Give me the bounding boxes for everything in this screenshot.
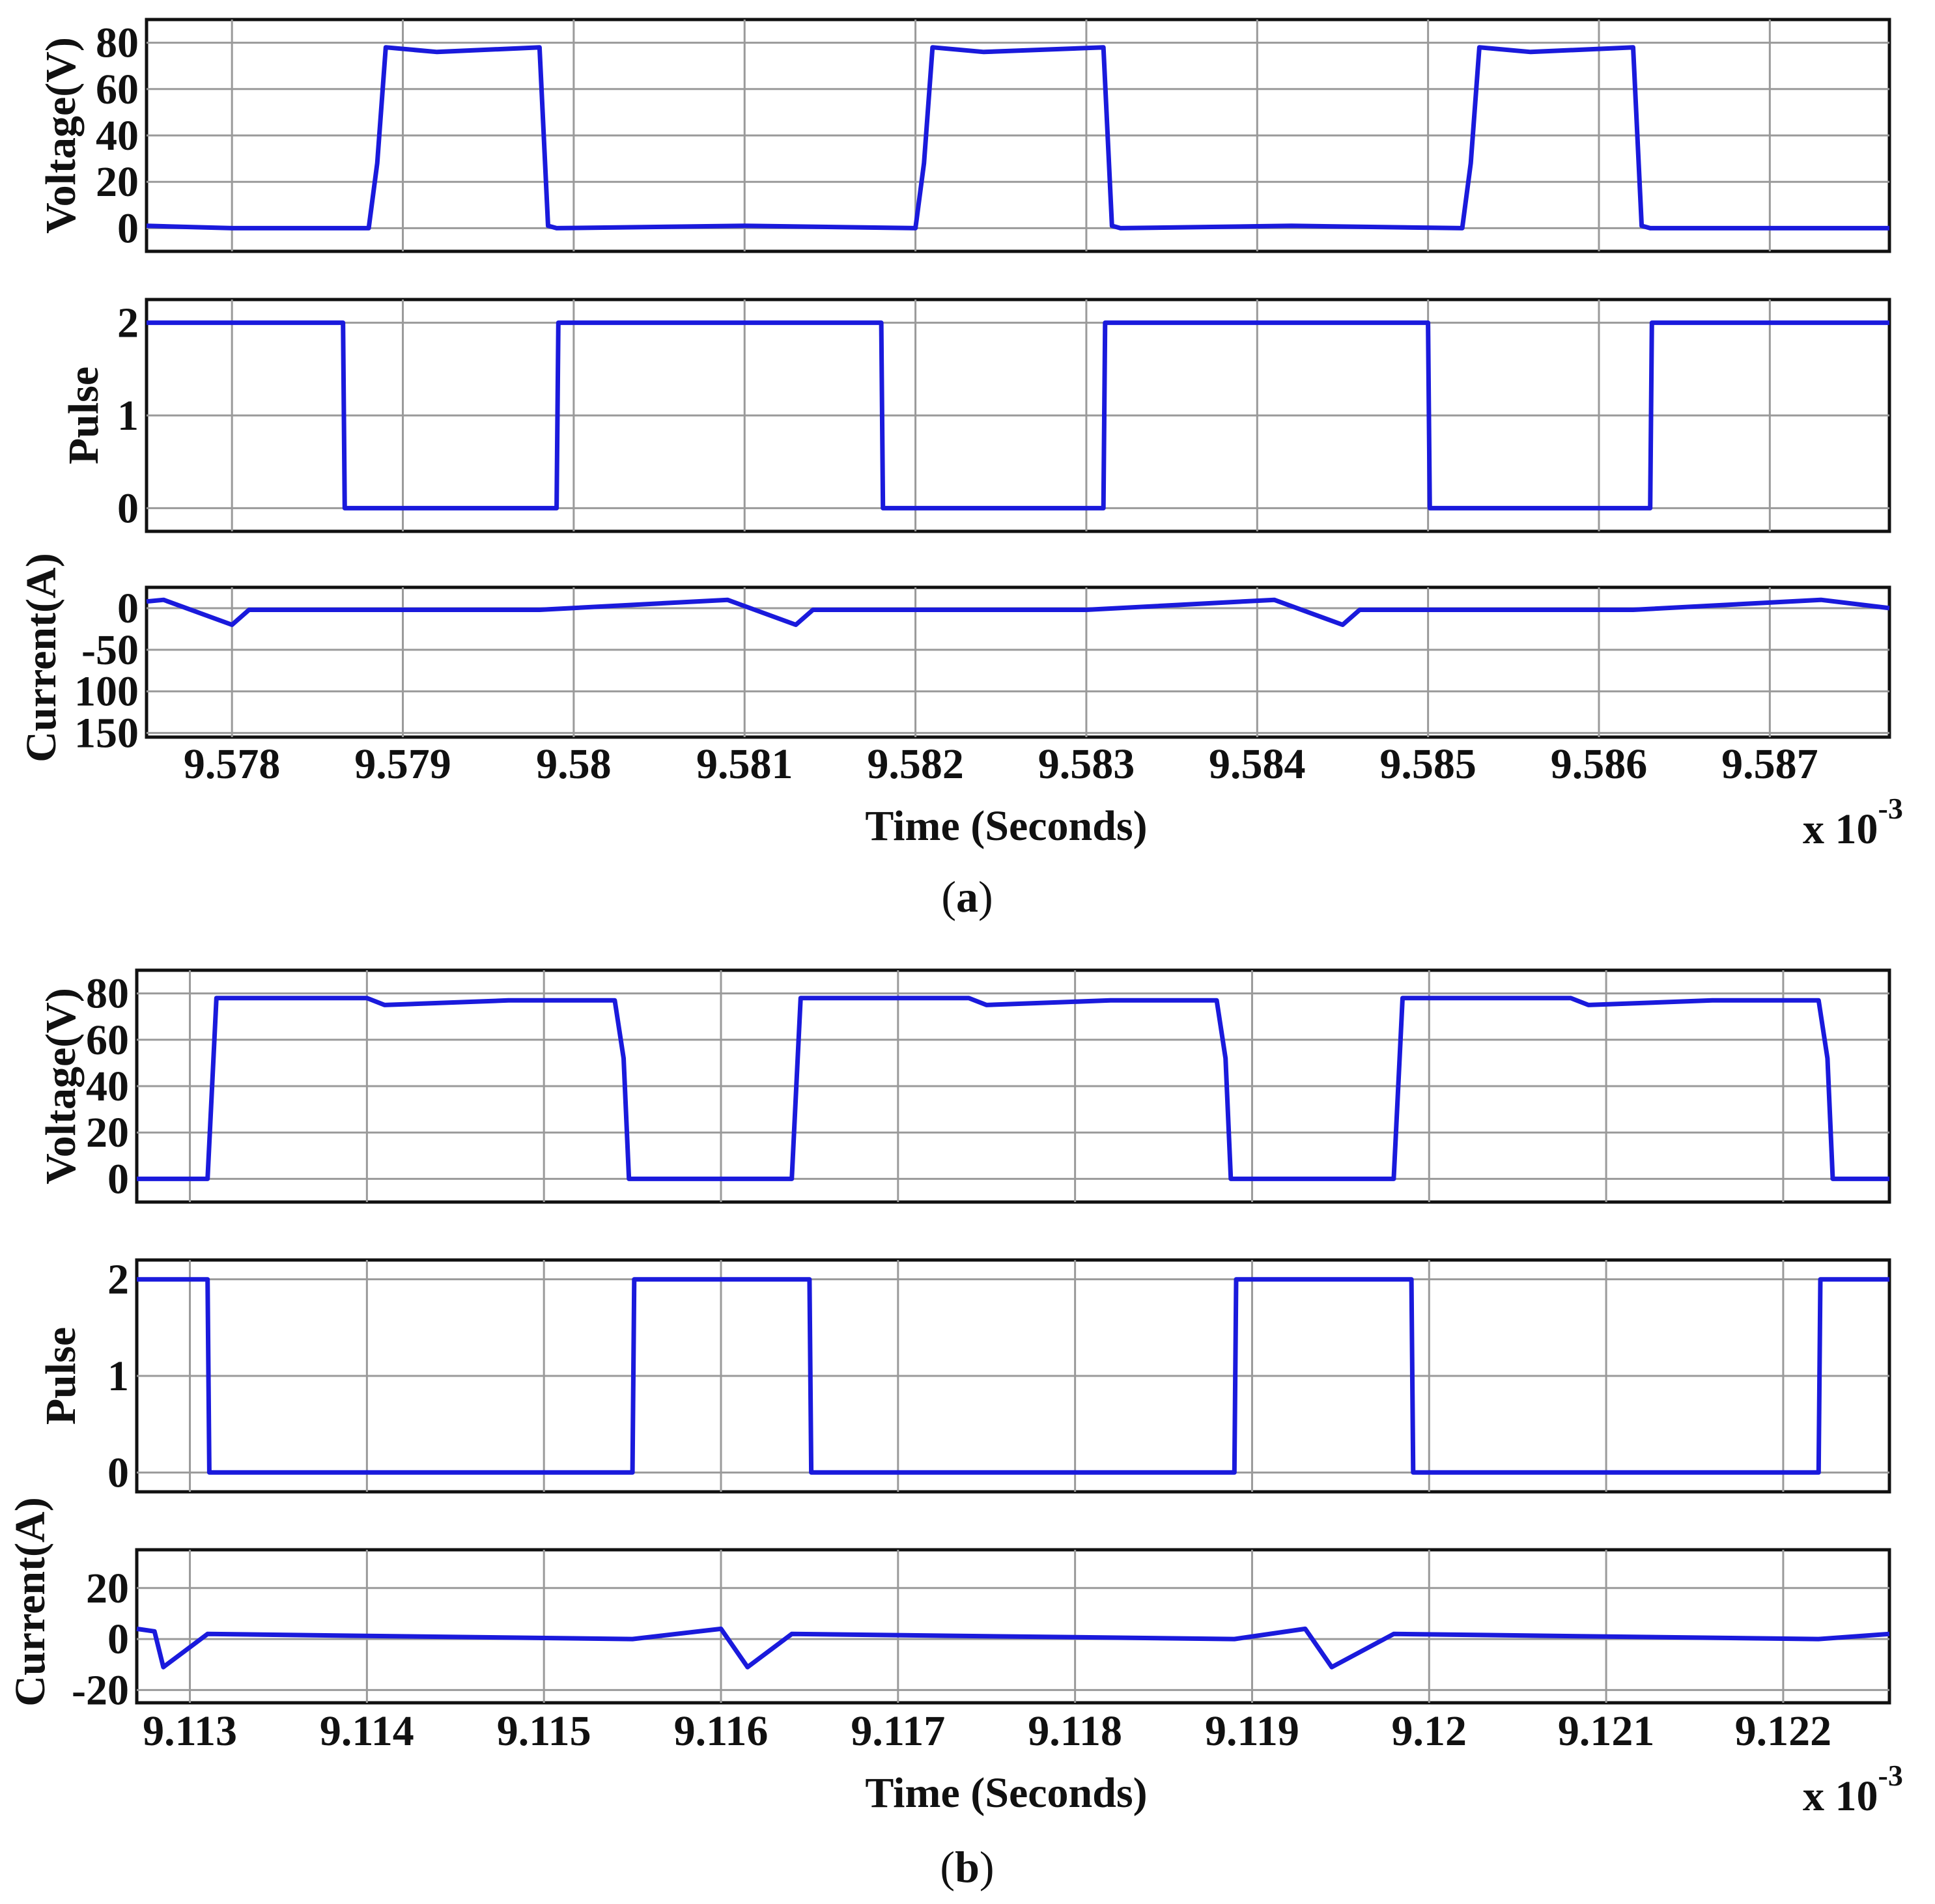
- y-tick-label: 2: [107, 1256, 129, 1304]
- y-tick-label: -50: [81, 626, 139, 674]
- x-tick-label: 9.587: [1721, 740, 1818, 788]
- x-tick-label: 9.113: [143, 1707, 237, 1755]
- x-tick-label: 9.115: [497, 1707, 591, 1755]
- x-axis-label: Time (Seconds): [865, 802, 1147, 850]
- current-series-line: [136, 1626, 1890, 1670]
- panel-a-pulse: 0 1 2 Pulse: [60, 298, 1891, 533]
- pulse-series-line: [147, 320, 1889, 511]
- x-tick-label: 9.119: [1205, 1707, 1299, 1755]
- x-axis-multiplier: x 10-3: [1803, 1759, 1903, 1820]
- y-tick-label: 60: [86, 1016, 129, 1064]
- grid: [137, 1260, 1889, 1492]
- y-tick-label: 20: [86, 1109, 129, 1156]
- x-tick-label: 9.582: [867, 740, 964, 788]
- x-tick-label: 9.58: [536, 740, 612, 788]
- y-tick-label: 60: [96, 66, 139, 113]
- y-tick-label: 1: [107, 1352, 129, 1400]
- x-tick-label: 9.117: [851, 1707, 945, 1755]
- y-tick-label: 0: [117, 204, 139, 252]
- x-ticks: 9.578 9.579 9.58 9.581 9.582 9.583 9.584 9.585 9…: [184, 740, 1818, 788]
- x-tick-label: 9.116: [674, 1707, 769, 1755]
- x-tick-label: 9.585: [1379, 740, 1476, 788]
- y-ticks: 0 1 2: [107, 1256, 129, 1497]
- x-tick-label: 9.584: [1209, 740, 1306, 788]
- x-tick-label: 9.579: [354, 740, 451, 788]
- panel-b-pulse: 0 1 2 Pulse: [37, 1256, 1891, 1497]
- y-axis-label: Current(A): [18, 553, 65, 762]
- x-tick-label: 9.581: [696, 740, 793, 788]
- plot-frame: [145, 585, 1891, 739]
- x-tick-label: 9.586: [1551, 740, 1648, 788]
- caption-a: (a): [941, 872, 993, 921]
- y-tick-label: 80: [86, 970, 129, 1018]
- grid: [147, 20, 1889, 251]
- x-tick-label: 9.114: [320, 1707, 414, 1755]
- y-tick-label: 40: [96, 112, 139, 160]
- plot-frame: [135, 1548, 1891, 1705]
- y-tick-label: 0: [107, 1616, 129, 1663]
- y-tick-label: 20: [86, 1565, 129, 1612]
- y-tick-label: 1: [117, 392, 139, 440]
- y-tick-label: 2: [117, 300, 139, 347]
- x-tick-label: 9.118: [1028, 1707, 1122, 1755]
- y-tick-label: 80: [96, 20, 139, 67]
- grid: [147, 300, 1889, 531]
- y-axis-label: Current(A): [7, 1497, 54, 1706]
- y-tick-label: 100: [74, 668, 139, 716]
- x-axis-multiplier: x 10-3: [1803, 792, 1903, 853]
- caption-b: (b): [940, 1842, 994, 1892]
- x-axis-label: Time (Seconds): [865, 1769, 1147, 1817]
- grid: [137, 970, 1889, 1202]
- x-tick-label: 9.122: [1735, 1707, 1832, 1755]
- pulse-series-line: [137, 1277, 1889, 1475]
- y-tick-label: -20: [72, 1666, 129, 1714]
- x-tick-label: 9.121: [1558, 1707, 1655, 1755]
- y-tick-label: 20: [96, 158, 139, 206]
- x-ticks: 9.113 9.114 9.115 9.116 9.117 9.118 9.119 9.12 9…: [143, 1707, 1831, 1755]
- y-tick-label: 0: [107, 1155, 129, 1203]
- grid: [137, 1550, 1889, 1703]
- y-axis-label: Pulse: [37, 1327, 85, 1425]
- x-tick-label: 9.583: [1038, 740, 1135, 788]
- voltage-series-line: [146, 45, 1889, 231]
- y-tick-label: 0: [107, 1449, 129, 1496]
- x-tick-label: 9.578: [184, 740, 281, 788]
- y-axis-label: Voltage(V): [37, 988, 85, 1184]
- y-tick-label: 0: [117, 484, 139, 532]
- voltage-series-line: [137, 996, 1889, 1181]
- x-tick-label: 9.12: [1392, 1707, 1467, 1755]
- y-axis-label: Pulse: [60, 367, 107, 464]
- y-axis-label: Voltage(V): [37, 37, 85, 234]
- y-tick-label: 40: [86, 1063, 129, 1110]
- y-tick-label: 150: [74, 710, 139, 757]
- y-ticks: 0 1 2: [117, 300, 139, 533]
- y-tick-label: 0: [117, 585, 139, 632]
- current-series-line: [146, 597, 1890, 627]
